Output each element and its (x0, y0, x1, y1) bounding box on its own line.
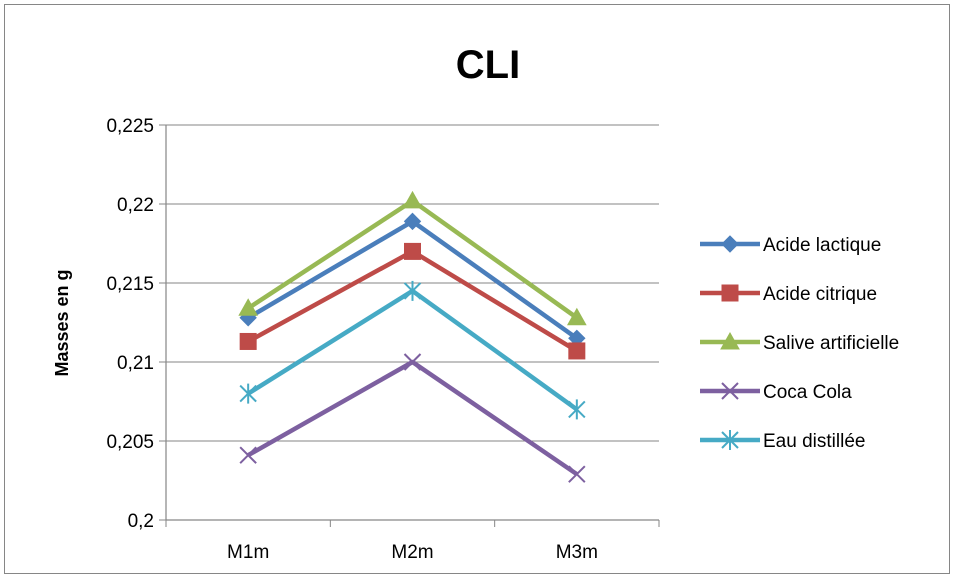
marker-stroke (568, 465, 586, 483)
y-tick-label: 0,225 (106, 116, 154, 137)
legend-entry: Eau distillée (700, 430, 865, 452)
y-tick-label: 0,205 (106, 432, 154, 453)
y-tick-label: 0,21 (117, 353, 154, 374)
legend-entry: Acide citrique (700, 284, 877, 305)
series-3 (239, 353, 586, 483)
series-lines (238, 190, 587, 483)
series-1 (239, 242, 586, 360)
x-tick-label: M1m (227, 542, 269, 563)
legend-entry: Coca Cola (700, 382, 852, 403)
chart-title: CLI (456, 43, 520, 87)
data-point (568, 399, 586, 420)
legend-marker (721, 284, 739, 302)
data-point (403, 353, 422, 371)
data-point (239, 332, 257, 350)
y-axis-label: Masses en g (52, 269, 72, 376)
legend-label: Acide citrique (763, 284, 877, 305)
legend-entry: Acide lactique (700, 235, 881, 256)
legend-marker (720, 331, 740, 350)
data-point (566, 307, 587, 326)
data-point (568, 342, 586, 360)
data-point (568, 465, 586, 483)
x-tick-label: M3m (556, 542, 598, 563)
marker-stroke (721, 382, 739, 400)
axes: 0,2 0,205 0,21 0,215 0,22 0,225 M1m M2m M3m (106, 116, 660, 563)
legend-marker (721, 235, 739, 253)
y-tick-label: 0,215 (106, 274, 154, 295)
data-point (404, 242, 421, 260)
legend-label: Acide lactique (763, 235, 881, 256)
legend-marker (721, 430, 739, 450)
series-line (246, 288, 579, 412)
y-tick-label: 0,2 (128, 511, 154, 532)
y-tick-label: 0,22 (117, 195, 154, 216)
data-point (403, 280, 422, 301)
data-point (239, 446, 257, 464)
legend-label: Salive artificielle (763, 333, 899, 354)
series-4 (239, 280, 586, 420)
series-line (247, 359, 579, 477)
legend-entry: Salive artificielle (700, 331, 899, 354)
legend: Acide lactique Acide citrique Salive artif… (700, 235, 899, 452)
data-point (403, 212, 422, 231)
series-2 (238, 190, 587, 326)
marker-stroke (403, 353, 422, 371)
data-point (402, 190, 423, 209)
data-point (238, 298, 259, 316)
legend-marker (721, 382, 739, 400)
data-point (239, 383, 257, 404)
marker-stroke (239, 446, 257, 464)
legend-label: Eau distillée (763, 431, 865, 452)
legend-label: Coca Cola (763, 382, 852, 403)
x-tick-label: M2m (391, 542, 433, 563)
